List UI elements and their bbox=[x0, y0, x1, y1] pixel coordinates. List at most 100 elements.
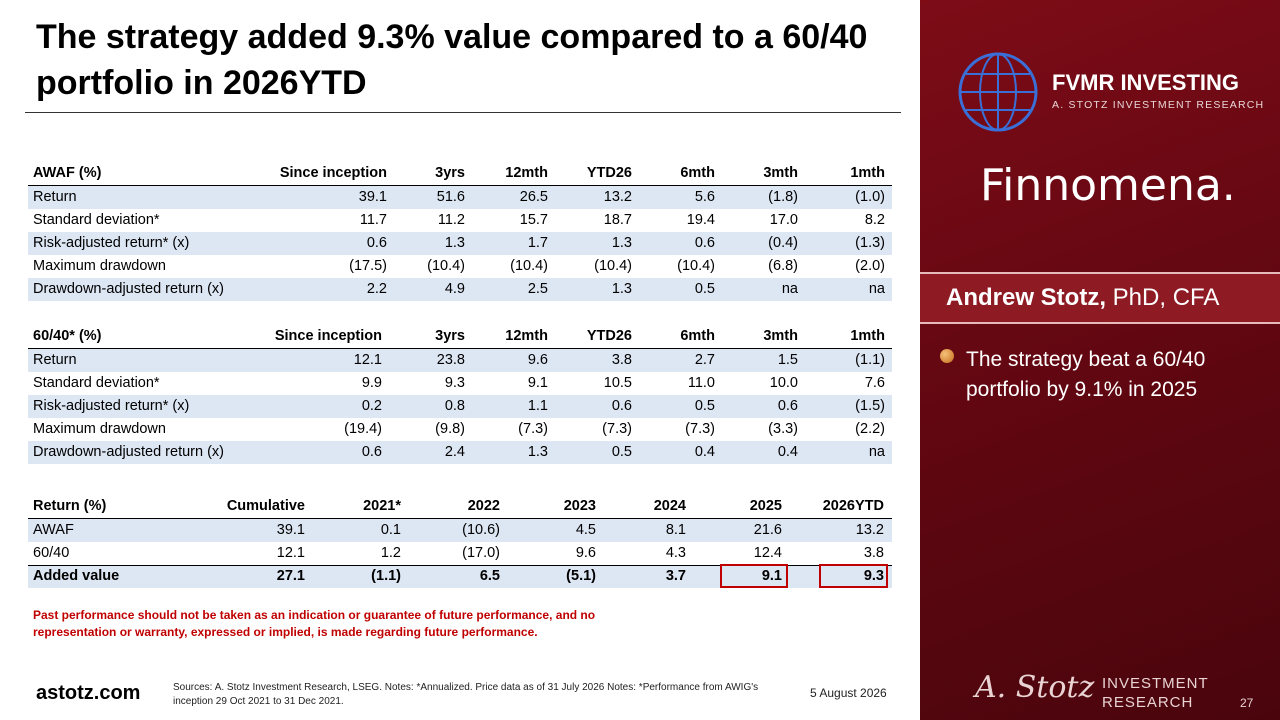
cell-value: (5.1) bbox=[566, 568, 596, 584]
title-rule bbox=[25, 112, 901, 113]
column-header: 60/40* (%) bbox=[33, 328, 102, 344]
cell-value: 0.5 bbox=[694, 281, 715, 297]
cell-value: 0.6 bbox=[777, 398, 798, 414]
column-header: 12mth bbox=[505, 165, 548, 181]
header-rule bbox=[28, 185, 892, 186]
cell-value: 4.5 bbox=[575, 522, 596, 538]
cell-value: 12.1 bbox=[353, 352, 382, 368]
column-header: 1mth bbox=[850, 328, 885, 344]
cell-value: (19.4) bbox=[344, 421, 382, 437]
row-label: Risk-adjusted return* (x) bbox=[33, 398, 190, 414]
cell-value: 9.3 bbox=[863, 568, 884, 584]
cell-value: na bbox=[868, 281, 885, 297]
cell-value: 0.5 bbox=[694, 398, 715, 414]
cell-value: 7.6 bbox=[864, 375, 885, 391]
bullet-dot bbox=[940, 349, 954, 363]
column-header: YTD26 bbox=[586, 328, 632, 344]
cell-value: (10.6) bbox=[462, 522, 500, 538]
footer-brand: INVESTMENT RESEARCH bbox=[1102, 675, 1209, 711]
cell-value: 51.6 bbox=[436, 189, 465, 205]
row-shade bbox=[28, 441, 892, 464]
bullet-text: The strategy beat a 60/40 portfolio by 9… bbox=[966, 348, 1206, 401]
cell-value: na bbox=[781, 281, 798, 297]
cell-value: 11.7 bbox=[359, 212, 387, 228]
column-header: 3yrs bbox=[435, 165, 465, 181]
header-rule bbox=[28, 518, 892, 519]
cell-value: 13.2 bbox=[855, 522, 884, 538]
column-header: 6mth bbox=[680, 165, 715, 181]
row-shade bbox=[28, 519, 892, 542]
cell-value: (9.8) bbox=[435, 421, 465, 437]
cell-value: 6.5 bbox=[479, 568, 500, 584]
column-header: Return (%) bbox=[33, 498, 107, 514]
column-header: 2026YTD bbox=[822, 498, 884, 514]
column-header: Since inception bbox=[274, 328, 382, 344]
cell-value: (10.4) bbox=[510, 258, 548, 274]
sources: Sources: A. Stotz Investment Research, L… bbox=[173, 682, 759, 707]
row-label: Return bbox=[33, 352, 77, 368]
row-shade bbox=[28, 232, 892, 255]
cell-value: 17.0 bbox=[769, 212, 798, 228]
row-label: Added value bbox=[33, 568, 120, 584]
cell-value: 9.1 bbox=[527, 375, 548, 391]
cell-value: 23.8 bbox=[436, 352, 465, 368]
cell-value: (10.4) bbox=[427, 258, 465, 274]
cell-value: (1.8) bbox=[768, 189, 798, 205]
column-header: 3mth bbox=[763, 165, 798, 181]
cell-value: 10.0 bbox=[769, 375, 798, 391]
cell-value: 0.6 bbox=[611, 398, 632, 414]
cell-value: (1.0) bbox=[855, 189, 885, 205]
cell-value: 8.1 bbox=[665, 522, 686, 538]
cell-value: 1.3 bbox=[611, 235, 632, 251]
cell-value: (17.5) bbox=[349, 258, 387, 274]
cell-value: 11.2 bbox=[437, 212, 465, 228]
cell-value: 12.4 bbox=[753, 545, 782, 561]
title: The strategy added 9.3% value compared t… bbox=[36, 18, 868, 102]
row-shade bbox=[28, 278, 892, 301]
name-bar bbox=[920, 272, 1280, 324]
cell-value: 9.1 bbox=[761, 568, 782, 584]
website: astotz.com bbox=[36, 682, 141, 704]
cell-value: (1.1) bbox=[855, 352, 885, 368]
column-header: YTD26 bbox=[586, 165, 632, 181]
cell-value: (7.3) bbox=[602, 421, 632, 437]
cell-value: 12.1 bbox=[276, 545, 305, 561]
cell-value: 39.1 bbox=[276, 522, 305, 538]
row-label: Maximum drawdown bbox=[33, 258, 166, 274]
column-header: 12mth bbox=[505, 328, 548, 344]
cell-value: 2.7 bbox=[694, 352, 715, 368]
cell-value: 1.3 bbox=[444, 235, 465, 251]
cell-value: 0.4 bbox=[694, 444, 715, 460]
cell-value: 9.6 bbox=[575, 545, 596, 561]
column-header: 1mth bbox=[850, 165, 885, 181]
cell-value: (7.3) bbox=[518, 421, 548, 437]
column-header: 3yrs bbox=[435, 328, 465, 344]
globe-icon bbox=[958, 52, 1038, 132]
cell-value: 1.3 bbox=[527, 444, 548, 460]
highlight-box bbox=[720, 564, 788, 588]
column-header: 2024 bbox=[653, 498, 686, 514]
column-header: 6mth bbox=[680, 328, 715, 344]
column-header: 3mth bbox=[763, 328, 798, 344]
brand: FVMR INVESTING bbox=[1052, 70, 1240, 95]
cell-value: 2.2 bbox=[366, 281, 387, 297]
cell-value: 19.4 bbox=[686, 212, 715, 228]
cell-value: 3.7 bbox=[665, 568, 686, 584]
cell-value: 0.6 bbox=[361, 444, 382, 460]
cell-value: 0.2 bbox=[361, 398, 382, 414]
column-header: 2021* bbox=[363, 498, 401, 514]
cell-value: (7.3) bbox=[685, 421, 715, 437]
row-label: Return bbox=[33, 189, 77, 205]
cell-value: 2.5 bbox=[527, 281, 548, 297]
cell-value: 11.0 bbox=[687, 375, 715, 391]
sidebar: FVMR INVESTING A. STOTZ INVESTMENT RESEA… bbox=[920, 0, 1280, 720]
cell-value: 4.3 bbox=[665, 545, 686, 561]
cell-value: (0.4) bbox=[768, 235, 798, 251]
row-shade bbox=[28, 395, 892, 418]
header-rule bbox=[28, 348, 892, 349]
cell-value: 2.4 bbox=[444, 444, 465, 460]
date: 5 August 2026 bbox=[810, 686, 887, 700]
cell-value: 3.8 bbox=[863, 545, 884, 561]
cell-value: 5.6 bbox=[694, 189, 715, 205]
